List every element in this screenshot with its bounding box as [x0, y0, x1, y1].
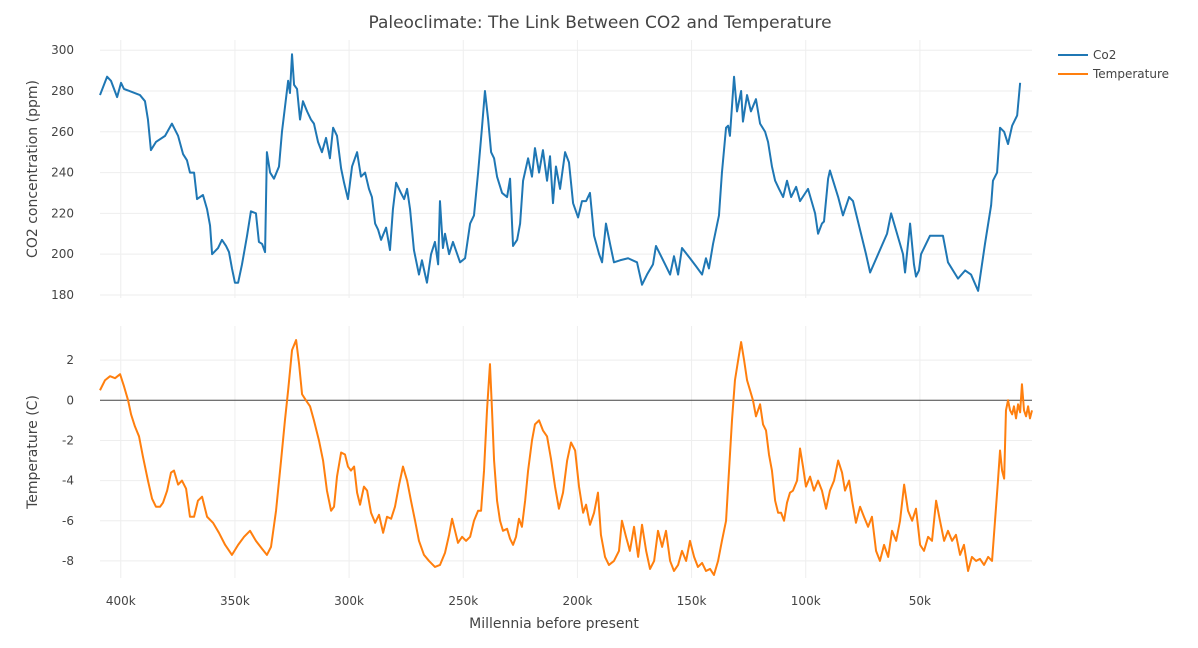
y-tick-label: 220 — [51, 206, 74, 220]
legend-label: Temperature — [1092, 67, 1169, 81]
y-axis-title: CO2 concentration (ppm) — [25, 80, 41, 258]
x-axis-title: Millennia before present — [469, 616, 639, 632]
y-tick-label: 200 — [51, 247, 74, 261]
x-tick-label: 150k — [677, 594, 707, 608]
x-tick-label: 400k — [106, 594, 136, 608]
x-tick-label: 300k — [334, 594, 364, 608]
y-tick-label: 300 — [51, 43, 74, 57]
x-tick-label: 100k — [791, 594, 821, 608]
y-tick-label: -4 — [62, 474, 74, 488]
x-tick-label: 200k — [562, 594, 592, 608]
chart-title: Paleoclimate: The Link Between CO2 and T… — [368, 13, 831, 33]
y-tick-label: -6 — [62, 514, 74, 528]
y-tick-label: -2 — [62, 433, 74, 447]
y-axis-title: Temperature (C) — [25, 395, 41, 510]
legend-label: Co2 — [1093, 48, 1116, 62]
y-tick-label: -8 — [62, 554, 74, 568]
data-line — [99, 339, 1033, 576]
y-tick-label: 0 — [66, 393, 74, 407]
y-tick-label: 180 — [51, 288, 74, 302]
y-tick-label: 240 — [51, 166, 74, 180]
y-tick-label: 260 — [51, 125, 74, 139]
data-line — [99, 53, 1022, 292]
x-tick-label: 50k — [909, 594, 931, 608]
y-tick-label: 2 — [66, 353, 74, 367]
y-tick-label: 280 — [51, 84, 74, 98]
x-tick-label: 350k — [220, 594, 250, 608]
x-tick-label: 250k — [448, 594, 478, 608]
